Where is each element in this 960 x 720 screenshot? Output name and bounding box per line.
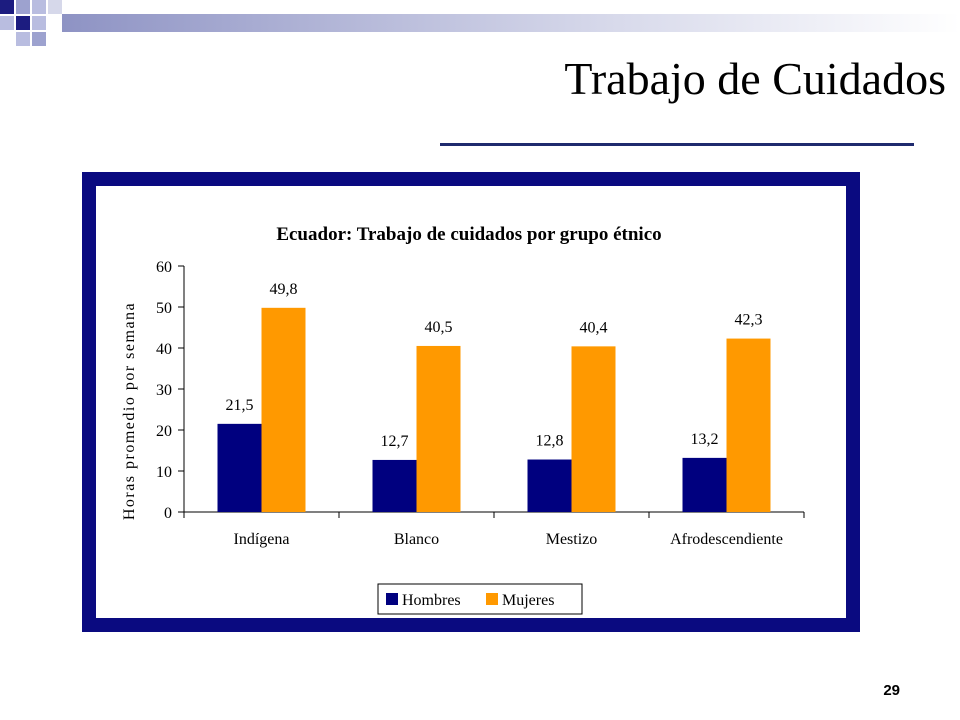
header-decoration	[0, 0, 960, 46]
y-tick-label: 50	[156, 300, 172, 317]
legend-label: Mujeres	[502, 592, 554, 609]
mujeres-bar	[726, 338, 771, 512]
data-label: 40,5	[425, 319, 453, 336]
slide-title: Trabajo de Cuidados	[564, 53, 946, 104]
y-tick-label: 60	[156, 259, 172, 276]
hombres-bar	[217, 423, 262, 512]
data-label: 42,3	[735, 312, 763, 329]
mujeres-bar	[571, 346, 616, 512]
y-tick-label: 10	[156, 464, 172, 481]
x-tick-label: Afrodescendiente	[670, 531, 783, 548]
legend-swatch	[486, 593, 498, 605]
page-number: 29	[883, 682, 900, 699]
y-tick-label: 30	[156, 382, 172, 399]
x-tick-label: Indígena	[234, 531, 290, 548]
chart-area: Ecuador: Trabajo de cuidados por grupo é…	[96, 186, 846, 618]
chart-title: Ecuador: Trabajo de cuidados por grupo é…	[276, 224, 661, 245]
data-label: 49,8	[270, 281, 298, 298]
y-tick-label: 20	[156, 423, 172, 440]
x-tick-label: Blanco	[394, 531, 439, 548]
data-label: 40,4	[580, 319, 608, 336]
mujeres-bar	[416, 345, 461, 512]
hombres-bar	[682, 457, 727, 512]
title-divider	[440, 143, 914, 146]
data-label: 13,2	[691, 431, 719, 448]
hombres-bar	[372, 459, 417, 512]
plot-area: 0 10 20 30 40 50 60 Indígena 21,5 49,8 Blanco 12,7 4…	[156, 259, 805, 548]
y-tick-label: 40	[156, 341, 172, 358]
bar-chart: Ecuador: Trabajo de cuidados por grupo é…	[121, 224, 805, 615]
data-label: 21,5	[226, 397, 254, 414]
legend-label: Hombres	[402, 592, 461, 609]
y-tick-label: 0	[164, 505, 172, 522]
data-label: 12,8	[536, 433, 564, 450]
y-axis-label: Horas promedio por semana	[121, 302, 138, 520]
legend: Hombres Mujeres	[377, 583, 583, 615]
legend-box	[377, 583, 583, 615]
x-tick-label: Mestizo	[546, 531, 598, 548]
hombres-bar	[527, 459, 572, 512]
data-label: 12,7	[381, 433, 409, 450]
chart-frame: Ecuador: Trabajo de cuidados por grupo é…	[82, 172, 860, 632]
mujeres-bar	[261, 307, 306, 512]
legend-swatch	[386, 593, 398, 605]
